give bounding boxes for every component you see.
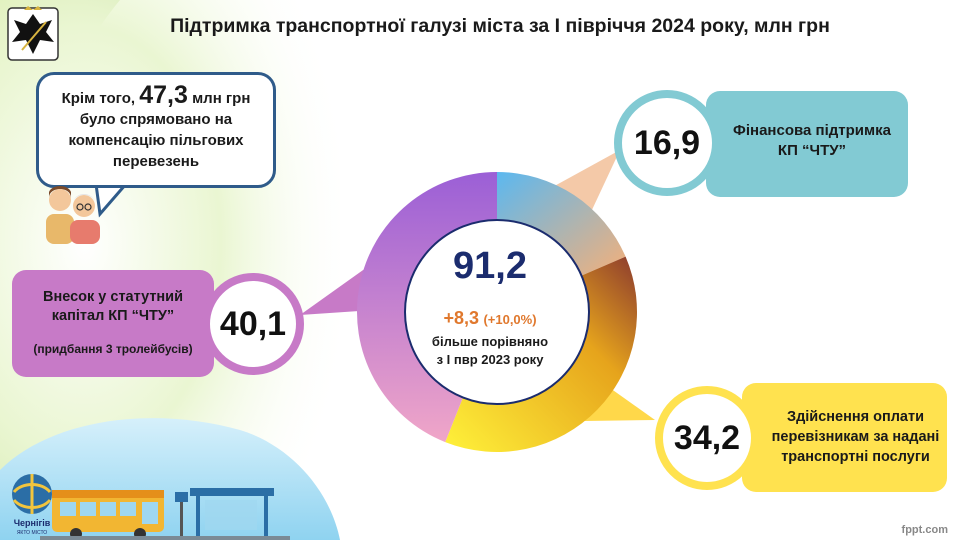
connector-carrier-payments <box>574 386 655 422</box>
speech-line-3: компенсацію пільгових <box>68 132 244 149</box>
speech-prefix: Крім того, <box>61 90 136 107</box>
page-title: Підтримка транспортної галузі міста за І… <box>170 15 830 37</box>
donut-slice-financial-support <box>497 172 626 276</box>
watermark: fppt.com <box>901 524 948 536</box>
change-value: +8,3 <box>443 308 479 328</box>
speech-line-4: перевезень <box>112 153 200 170</box>
segment-top-line-1: Фінансова підтримка <box>733 122 891 139</box>
bus-stop-illustration <box>40 488 290 540</box>
segment-label-financial-support: Фінансова підтримка КП “ЧТУ” <box>706 91 908 197</box>
center-comparison-note: більше порівняно з І пвр 2023 року <box>405 333 575 369</box>
segment-left-line-2: капітал КП “ЧТУ” <box>51 308 175 324</box>
segment-value-carrier-payments: 34,2 <box>655 386 759 490</box>
elderly-people-icon <box>46 186 100 244</box>
segment-label-carrier-payments: Здійснення оплати перевізникам за надані… <box>742 383 947 492</box>
speech-line-2: було спрямовано на <box>79 111 233 128</box>
speech-unit: млн грн <box>192 90 251 107</box>
change-percent: (+10,0%) <box>483 312 537 327</box>
center-change: +8,3 (+10,0%) <box>405 308 575 329</box>
coat-of-arms-icon <box>7 6 59 61</box>
speech-amount: 47,3 <box>139 81 188 109</box>
city-logo-icon: Чернігів ЯКТО МІСТО <box>12 474 52 536</box>
segment-label-charter-capital: Внесок у статутний капітал КП “ЧТУ” (при… <box>12 270 214 377</box>
segment-bottom-line-2: перевізникам за надані <box>771 429 940 445</box>
donut-slice-charter-capital <box>356 172 497 443</box>
donut-center-circle <box>404 219 590 405</box>
city-logo-name: Чернігів <box>14 518 51 528</box>
speech-line-1: Крім того, 47,3 млн грн <box>39 83 273 109</box>
segment-value-financial-support: 16,9 <box>614 90 720 196</box>
speech-bubble: Крім того, 47,3 млн грн було спрямовано … <box>36 72 276 188</box>
segment-value-charter-capital: 40,1 <box>202 273 304 375</box>
segment-bottom-line-1: Здійснення оплати <box>786 409 925 425</box>
connector-charter-capital <box>300 263 373 315</box>
segment-left-line-1: Внесок у статутний <box>42 289 184 305</box>
segment-left-note: (придбання 3 тролейбусів) <box>33 342 193 356</box>
center-total-value: 91,2 <box>453 245 527 287</box>
segment-top-line-2: КП “ЧТУ” <box>777 142 847 159</box>
center-note-line-2: з І пвр 2023 року <box>436 352 544 367</box>
segment-bottom-line-3: транспортні послуги <box>781 449 930 465</box>
center-note-line-1: більше порівняно <box>431 334 549 349</box>
city-logo-tagline: ЯКТО МІСТО <box>17 530 47 536</box>
